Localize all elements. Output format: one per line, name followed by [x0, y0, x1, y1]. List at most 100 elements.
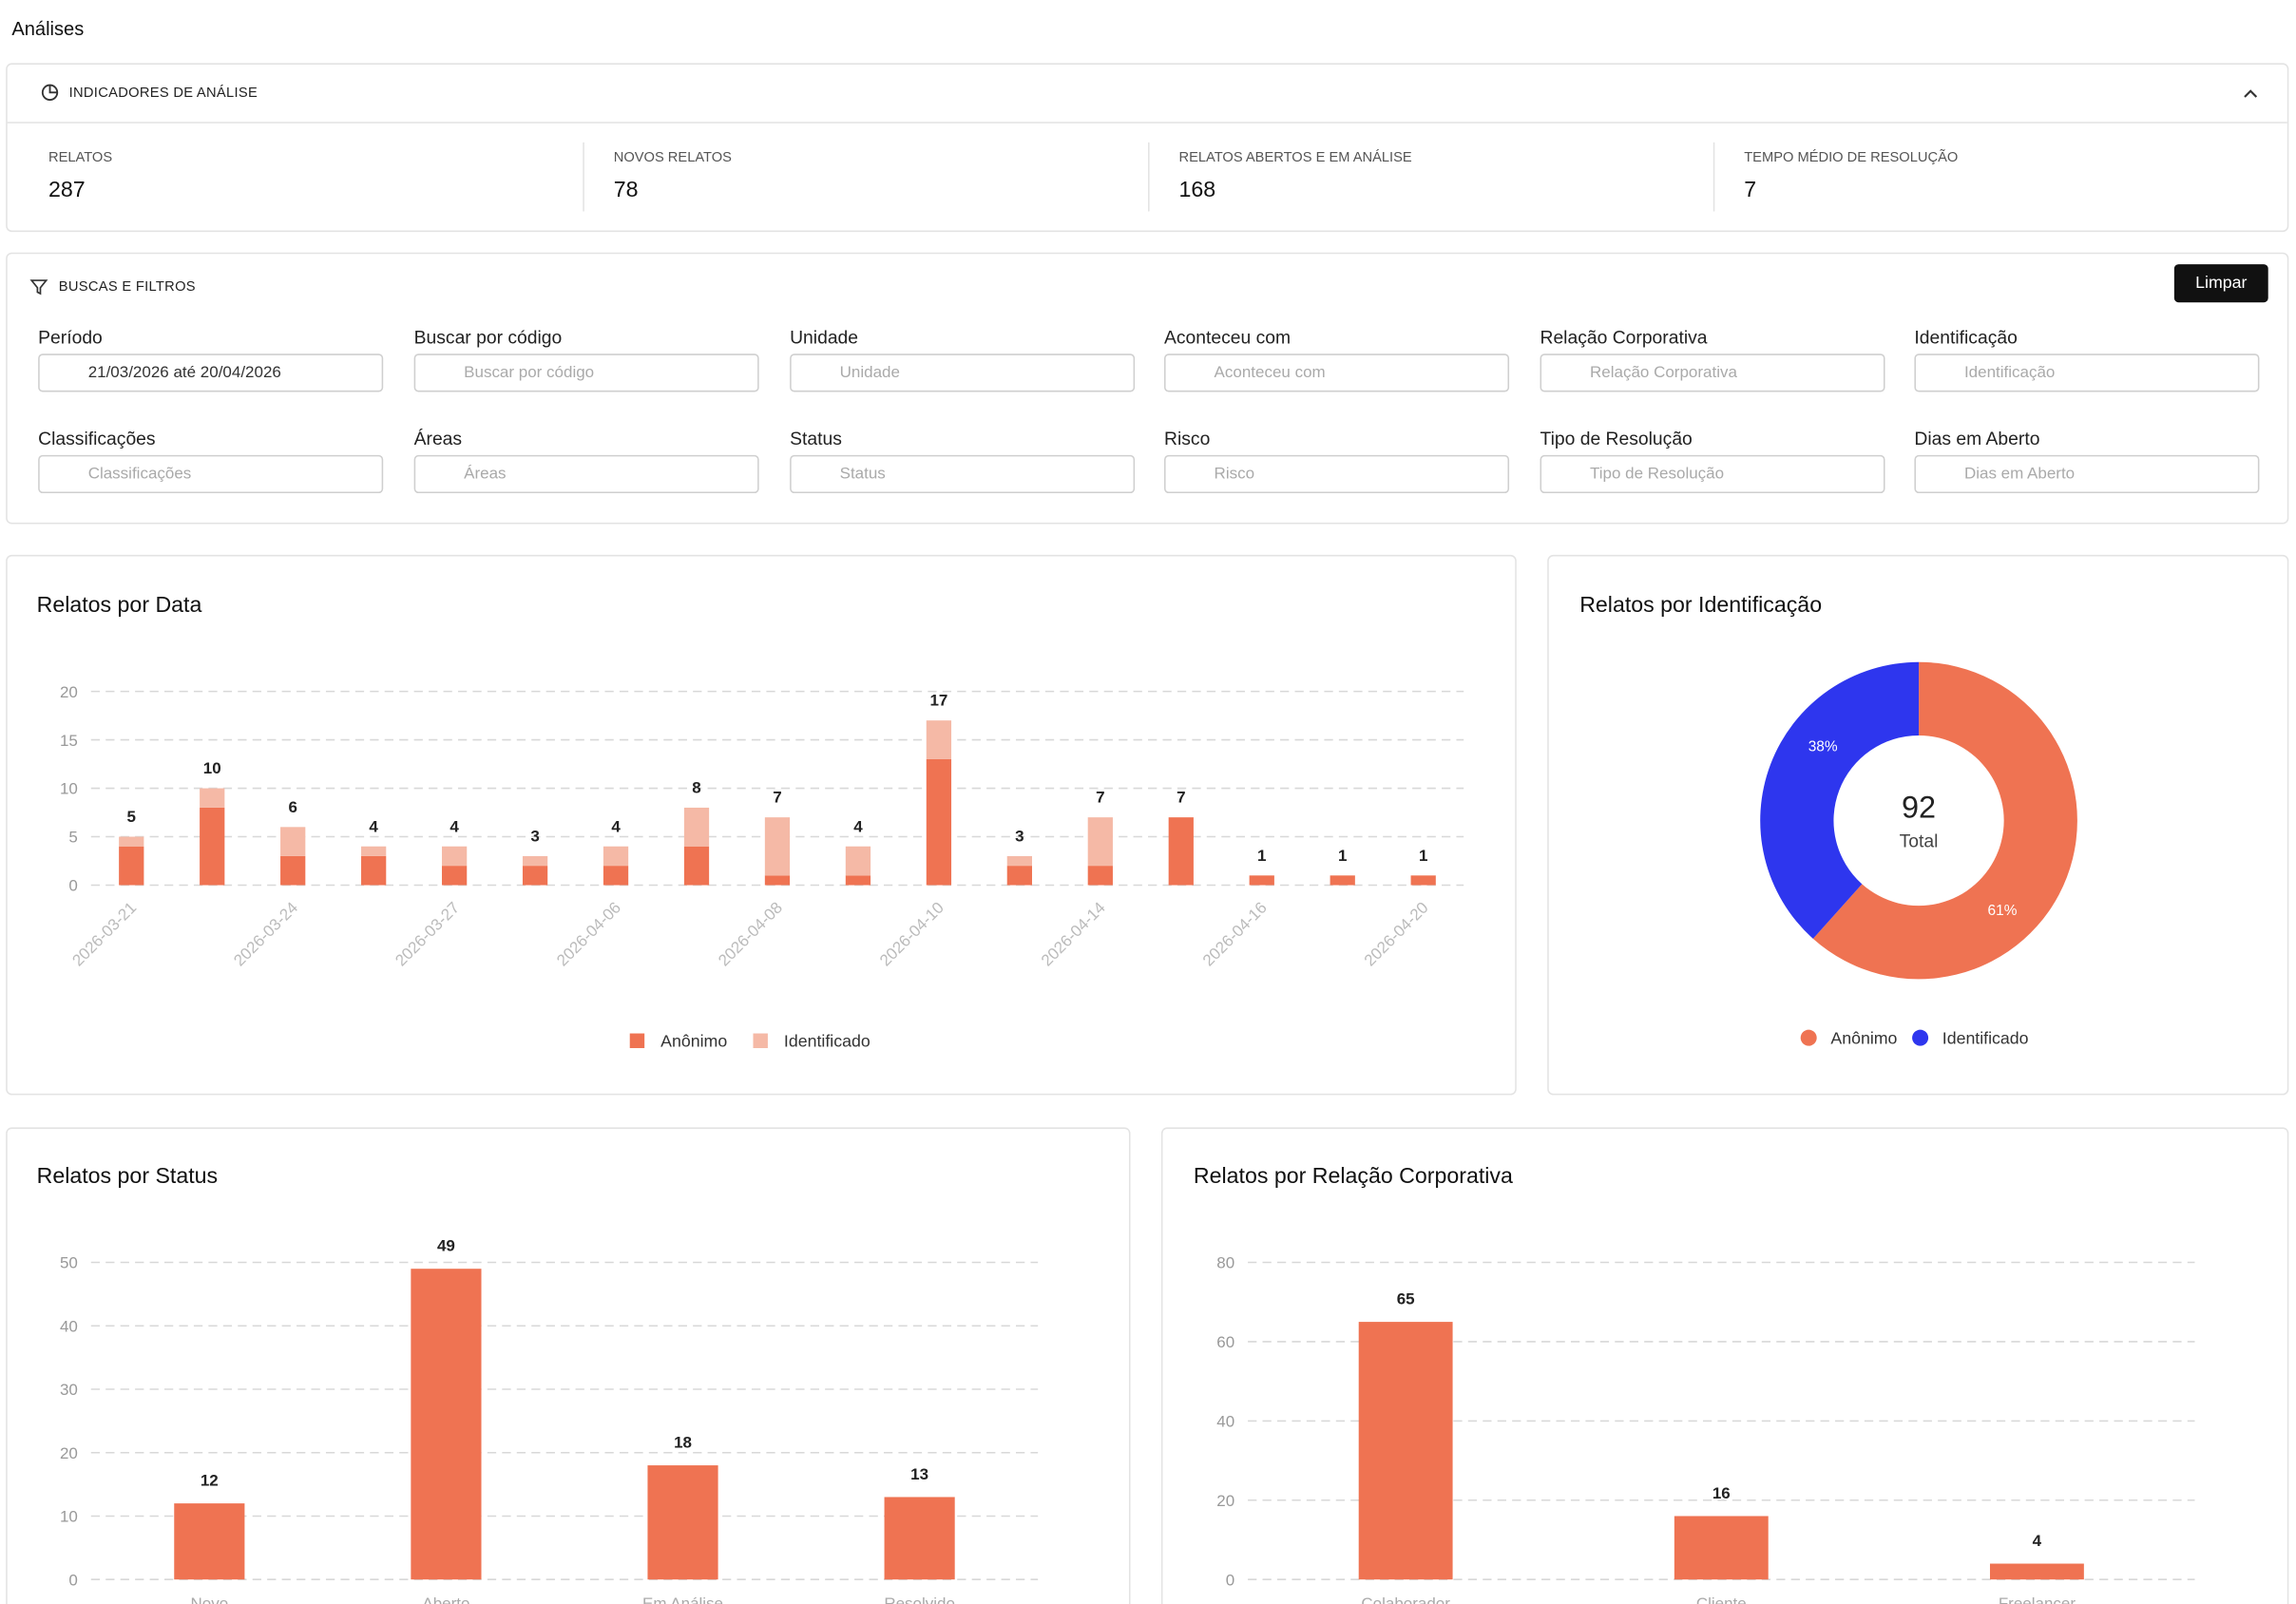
donut-slice: [1812, 661, 2077, 980]
bar: [884, 1497, 955, 1580]
bar-segment: [845, 846, 871, 876]
bar-segment: [361, 846, 387, 856]
collapse-button[interactable]: [2240, 84, 2261, 105]
bar: [1358, 1322, 1453, 1580]
data-label: 13: [910, 1465, 928, 1483]
data-label: 1: [1257, 847, 1266, 865]
center-label: Total: [1900, 831, 1939, 851]
field-label: Unidade: [790, 327, 859, 349]
stat-label: TEMPO MÉDIO DE RESOLUÇÃO: [1744, 149, 1959, 166]
x-tick-label: Freelancer: [1999, 1594, 2076, 1604]
data-label: 3: [1015, 827, 1024, 845]
indicators-card: INDICADORES DE ANÁLISE RELATOS 287 NOVOS R…: [6, 63, 2289, 233]
stat-value: 168: [1178, 177, 1216, 203]
y-tick-label: 30: [60, 1381, 78, 1399]
data-label: 12: [201, 1472, 219, 1490]
y-tick-label: 0: [68, 877, 77, 895]
legend-label: Identificado: [1942, 1028, 2029, 1047]
stat-value: 78: [613, 177, 639, 203]
bar-segment: [1249, 875, 1274, 886]
bar-segment: [280, 827, 306, 856]
x-tick-label: Em Análise: [642, 1594, 723, 1604]
bar: [1989, 1563, 2084, 1580]
field-label: Identificação: [1914, 327, 2018, 349]
y-tick-label: 40: [1216, 1413, 1234, 1431]
divider: [583, 142, 584, 212]
indicators-header: [7, 65, 2287, 124]
slice-label: 61%: [1988, 903, 2018, 919]
bar-segment: [1168, 817, 1194, 886]
y-tick-label: 80: [1216, 1254, 1234, 1272]
filters-title: BUSCAS E FILTROS: [58, 278, 196, 296]
slice-label: 38%: [1808, 739, 1838, 755]
stat-label: RELATOS: [48, 149, 113, 166]
data-label: 7: [773, 789, 781, 807]
page-title: Análises: [11, 17, 85, 40]
y-tick-label: 5: [68, 829, 77, 847]
legend-label: Identificado: [784, 1031, 871, 1050]
y-tick-label: 20: [60, 683, 78, 701]
filter-input[interactable]: Dias em Aberto: [1914, 454, 2260, 494]
chart-title: Relatos por Status: [37, 1163, 219, 1188]
data-label: 4: [450, 817, 459, 835]
filter-icon: [29, 279, 48, 296]
filter-input[interactable]: Relação Corporativa: [1540, 353, 1885, 392]
y-tick-label: 10: [60, 1508, 78, 1526]
legend-swatch: [629, 1033, 645, 1048]
x-tick-label: 2026-04-20: [1361, 899, 1432, 970]
data-label: 8: [692, 779, 700, 797]
data-label: 7: [1096, 789, 1104, 807]
bar-segment: [119, 846, 144, 886]
field-label: Buscar por código: [413, 327, 563, 349]
chart-icon: [41, 84, 59, 101]
filter-input[interactable]: Identificação: [1914, 353, 2260, 392]
bar-segment: [603, 866, 629, 886]
field-label: Dias em Aberto: [1914, 429, 2040, 449]
filters-card: BUSCAS E FILTROS Limpar Período 21/03/202…: [6, 252, 2289, 525]
bar-segment: [683, 846, 710, 886]
data-label: 16: [1712, 1484, 1731, 1502]
filter-input[interactable]: 21/03/2026 até 20/04/2026: [38, 353, 384, 392]
data-label: 17: [929, 692, 947, 710]
bar: [174, 1503, 245, 1580]
legend-swatch: [1800, 1029, 1817, 1046]
legend-swatch: [1912, 1029, 1929, 1046]
filter-input[interactable]: Tipo de Resolução: [1540, 454, 1885, 494]
y-tick-label: 0: [1226, 1571, 1234, 1589]
data-label: 6: [288, 798, 297, 816]
data-label: 1: [1419, 847, 1427, 865]
bar-segment: [1006, 866, 1032, 886]
legend-swatch: [753, 1033, 768, 1048]
filter-input[interactable]: Buscar por código: [413, 353, 759, 392]
bar-segment: [926, 758, 952, 886]
bar: [411, 1269, 482, 1580]
y-tick-label: 20: [1216, 1492, 1234, 1510]
bar-segment: [683, 807, 710, 847]
x-tick-label: 2026-04-10: [876, 899, 947, 970]
x-tick-label: 2026-03-21: [68, 899, 140, 970]
bar-segment: [764, 817, 791, 876]
clear-button[interactable]: Limpar: [2173, 264, 2268, 303]
y-tick-label: 0: [68, 1571, 77, 1589]
filter-input[interactable]: Unidade: [790, 353, 1136, 392]
bar-segment: [1410, 875, 1436, 886]
data-label: 4: [2033, 1532, 2042, 1550]
x-tick-label: Novo: [190, 1594, 228, 1604]
bar-segment: [200, 807, 225, 886]
bar-segment: [845, 875, 871, 886]
bar-segment: [441, 846, 468, 867]
x-tick-label: 2026-03-24: [230, 899, 301, 970]
filter-input[interactable]: Risco: [1164, 454, 1510, 494]
indicators-title: INDICADORES DE ANÁLISE: [68, 85, 258, 102]
center-value: 92: [1902, 790, 1936, 824]
filter-input[interactable]: Áreas: [413, 454, 759, 494]
filter-input[interactable]: Classificações: [38, 454, 384, 494]
y-tick-label: 40: [60, 1317, 78, 1335]
divider: [1148, 142, 1150, 212]
filter-input[interactable]: Status: [790, 454, 1136, 494]
bar-segment: [361, 855, 387, 886]
filter-input[interactable]: Aconteceu com: [1164, 353, 1510, 392]
stat-label: RELATOS ABERTOS E EM ANÁLISE: [1178, 149, 1412, 166]
data-label: 4: [611, 817, 621, 835]
